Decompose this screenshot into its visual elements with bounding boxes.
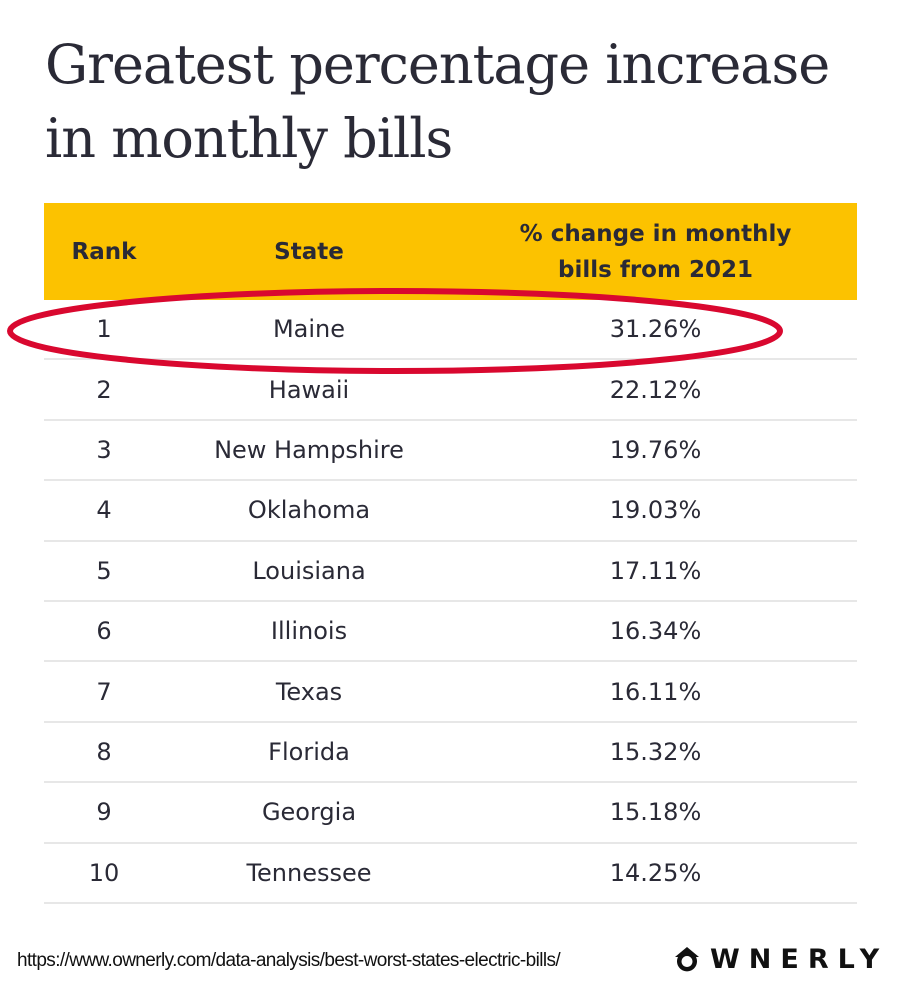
table-row: 4 Oklahoma 19.03%: [44, 481, 857, 542]
header-rank: Rank: [71, 238, 137, 265]
table-row: 6 Illinois 16.34%: [44, 602, 857, 663]
table-row: 5 Louisiana 17.11%: [44, 542, 857, 602]
table-body: 1 Maine 31.26% 2 Hawaii 22.12% 3 New Hampshire 1…: [44, 300, 857, 904]
pct-cell: 15.18%: [609, 798, 702, 827]
rank-cell: 3: [96, 435, 112, 464]
state-cell: Tennessee: [246, 858, 372, 887]
table-row: 8 Florida 15.32%: [44, 723, 857, 784]
logo-text: WNERLY: [710, 944, 889, 975]
header-pct-change: % change in monthly bills from 2021: [454, 216, 857, 288]
rank-cell: 8: [96, 737, 112, 766]
state-cell: Illinois: [270, 617, 348, 646]
pct-cell: 31.26%: [609, 315, 702, 344]
rank-cell: 10: [88, 858, 120, 887]
header-pct-line2: bills from 2021: [558, 256, 753, 283]
pct-cell: 16.11%: [609, 677, 702, 706]
header-state: State: [274, 238, 344, 265]
rankings-table: Rank State % change in monthly bills fro…: [44, 203, 857, 904]
pct-cell: 22.12%: [609, 375, 702, 404]
state-cell: New Hampshire: [214, 435, 404, 464]
table-row: 7 Texas 16.11%: [44, 662, 857, 723]
table-row: 10 Tennessee 14.25%: [44, 844, 857, 904]
state-cell: Maine: [272, 315, 346, 344]
source-url[interactable]: https://www.ownerly.com/data-analysis/be…: [17, 950, 561, 971]
state-cell: Georgia: [261, 798, 357, 827]
rank-cell: 7: [96, 677, 112, 706]
state-cell: Oklahoma: [247, 496, 371, 525]
rank-cell: 2: [96, 375, 112, 404]
pct-cell: 14.25%: [609, 858, 702, 887]
rank-cell: 6: [96, 617, 112, 646]
page-title: Greatest percentage increase in monthly …: [45, 33, 830, 170]
state-cell: Florida: [268, 737, 350, 766]
state-cell: Hawaii: [268, 375, 350, 404]
pct-cell: 19.76%: [609, 435, 702, 464]
pct-cell: 19.03%: [609, 496, 702, 525]
table-row: 2 Hawaii 22.12%: [44, 360, 857, 421]
pct-cell: 17.11%: [609, 556, 702, 585]
house-o-icon: [675, 946, 699, 971]
table-row: 9 Georgia 15.18%: [44, 783, 857, 844]
rank-cell: 9: [96, 798, 112, 827]
pct-cell: 16.34%: [609, 617, 702, 646]
state-cell: Texas: [275, 677, 343, 706]
table-row: 3 New Hampshire 19.76%: [44, 421, 857, 482]
rank-cell: 5: [96, 556, 112, 585]
table-header: Rank State % change in monthly bills fro…: [44, 203, 857, 300]
ownerly-logo: WNERLY: [672, 944, 888, 975]
state-cell: Louisiana: [252, 556, 366, 585]
table-row: 1 Maine 31.26%: [44, 300, 857, 361]
rank-cell: 1: [96, 315, 112, 344]
pct-cell: 15.32%: [609, 737, 702, 766]
header-pct-line1: % change in monthly: [519, 220, 792, 247]
rank-cell: 4: [96, 496, 112, 525]
